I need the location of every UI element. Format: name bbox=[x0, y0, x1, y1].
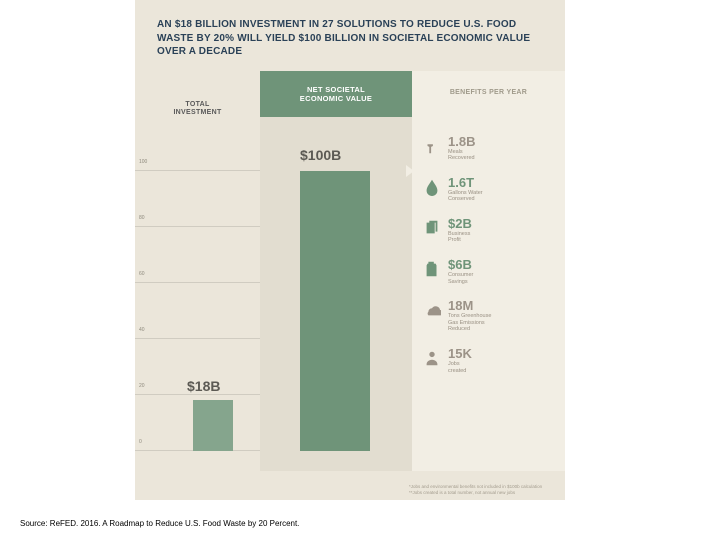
column-benefits: BENEFITS PER YEAR 1.8BMealsRecovered 1.6T… bbox=[412, 71, 565, 471]
footnote: *Jobs and environmental benefits not inc… bbox=[409, 484, 559, 496]
benefit-value: 1.8B bbox=[448, 135, 557, 148]
invest-bar bbox=[193, 400, 233, 450]
benefit-text: $6BConsumerSavings bbox=[448, 258, 557, 285]
invest-bar-label: $18B bbox=[187, 378, 220, 394]
benefit-text: 18MTons GreenhouseGas EmissionsReduced bbox=[448, 299, 557, 333]
column-investment: TOTALINVESTMENT 0 20 40 60 80 100 $18B bbox=[135, 71, 260, 471]
benefit-label: BusinessProfit bbox=[448, 231, 557, 244]
header: AN $18 BILLION INVESTMENT IN 27 SOLUTION… bbox=[135, 0, 565, 71]
cloud-icon bbox=[422, 300, 442, 320]
fork-icon bbox=[422, 136, 442, 156]
gridline bbox=[135, 226, 260, 227]
column-value-header: NET SOCIETALECONOMIC VALUE bbox=[260, 71, 412, 118]
y-tick-label: 100 bbox=[139, 159, 147, 165]
benefit-item: $6BConsumerSavings bbox=[422, 258, 557, 285]
benefit-text: 15KJobscreated bbox=[448, 347, 557, 374]
benefit-text: 1.8BMealsRecovered bbox=[448, 135, 557, 162]
y-tick-label: 20 bbox=[139, 383, 145, 389]
column-benefits-header: BENEFITS PER YEAR bbox=[412, 71, 565, 127]
benefit-item: 1.6TGallons WaterConserved bbox=[422, 176, 557, 203]
benefit-label: Jobscreated bbox=[448, 361, 557, 374]
benefit-value: 18M bbox=[448, 299, 557, 312]
droplet-icon bbox=[422, 177, 442, 197]
person-icon bbox=[422, 348, 442, 368]
benefit-label: MealsRecovered bbox=[448, 149, 557, 162]
column-benefits-header-text: BENEFITS PER YEAR bbox=[450, 89, 527, 96]
benefit-label: ConsumerSavings bbox=[448, 272, 557, 285]
pages-icon bbox=[422, 218, 442, 238]
benefit-label: Gallons WaterConserved bbox=[448, 190, 557, 203]
y-tick-label: 0 bbox=[139, 439, 142, 445]
benefit-value: $6B bbox=[448, 258, 557, 271]
y-tick-label: 60 bbox=[139, 271, 145, 277]
invest-chart-area: 0 20 40 60 80 100 $18B bbox=[135, 127, 260, 471]
benefit-text: 1.6TGallons WaterConserved bbox=[448, 176, 557, 203]
y-tick-label: 40 bbox=[139, 327, 145, 333]
source-citation: Source: ReFED. 2016. A Roadmap to Reduce… bbox=[20, 519, 299, 528]
column-investment-header: TOTALINVESTMENT bbox=[135, 71, 260, 127]
benefit-text: $2BBusinessProfit bbox=[448, 217, 557, 244]
benefit-value: 1.6T bbox=[448, 176, 557, 189]
y-tick-label: 80 bbox=[139, 215, 145, 221]
value-chart-area: $100B bbox=[260, 117, 412, 471]
gridline bbox=[135, 170, 260, 171]
benefits-list: 1.8BMealsRecovered 1.6TGallons WaterConse… bbox=[412, 127, 565, 375]
benefit-value: 15K bbox=[448, 347, 557, 360]
headline: AN $18 BILLION INVESTMENT IN 27 SOLUTION… bbox=[157, 18, 543, 59]
benefit-item: 15KJobscreated bbox=[422, 347, 557, 374]
value-bar bbox=[300, 171, 370, 451]
main-content: TOTALINVESTMENT 0 20 40 60 80 100 $18B NET SO… bbox=[135, 71, 565, 471]
benefit-value: $2B bbox=[448, 217, 557, 230]
column-value: NET SOCIETALECONOMIC VALUE $100B bbox=[260, 71, 412, 471]
gridline bbox=[135, 282, 260, 283]
benefit-item: $2BBusinessProfit bbox=[422, 217, 557, 244]
jug-icon bbox=[422, 259, 442, 279]
value-bar-label: $100B bbox=[300, 147, 341, 163]
infographic-page: AN $18 BILLION INVESTMENT IN 27 SOLUTION… bbox=[135, 0, 565, 500]
benefit-item: 1.8BMealsRecovered bbox=[422, 135, 557, 162]
column-investment-header-text: TOTALINVESTMENT bbox=[173, 101, 221, 117]
benefit-item: 18MTons GreenhouseGas EmissionsReduced bbox=[422, 299, 557, 333]
gridline bbox=[135, 338, 260, 339]
column-value-header-text: NET SOCIETALECONOMIC VALUE bbox=[300, 85, 372, 103]
benefit-label: Tons GreenhouseGas EmissionsReduced bbox=[448, 313, 557, 333]
